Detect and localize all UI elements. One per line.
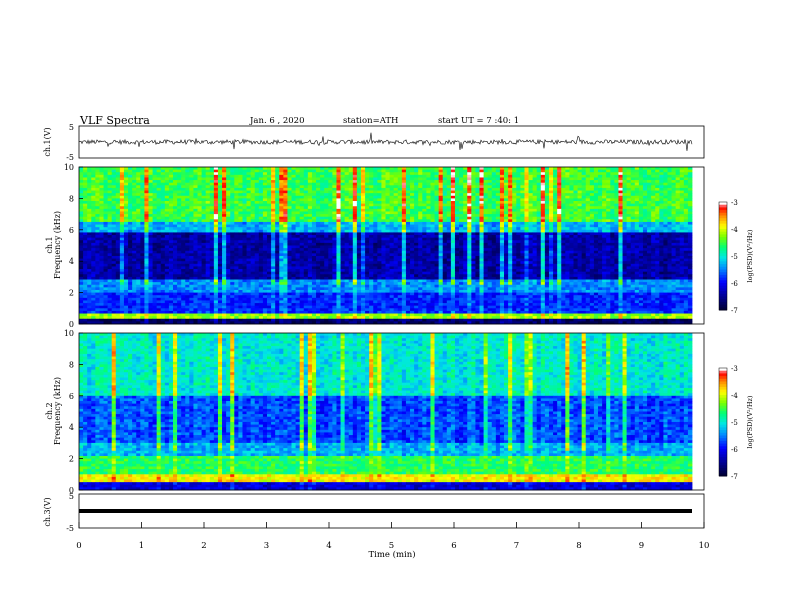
ch1-spec-ytick-2: 4 (69, 257, 74, 266)
x-tick-label-4: 4 (326, 541, 331, 551)
ch1-colorbar-tick-2: -5 (731, 253, 738, 261)
x-tick-label-6: 6 (451, 541, 456, 551)
start-ut-label: start UT = 7 :40: 1 (438, 116, 519, 126)
ch1-waveform-line (78, 132, 693, 151)
ch2-spec-ytick-1: 2 (69, 455, 74, 464)
ch1-colorbar-tick-0: -3 (731, 199, 738, 207)
ch1-colorbar: -3 -4 -5 -6 -7 log(PSD)(V²/Hz) (718, 199, 754, 315)
ch1-spectrogram-panel: 0 2 4 6 8 10 ch.1 Frequency (kHz) (45, 163, 705, 329)
ch1-spec-ytick-4: 8 (69, 194, 74, 203)
ch2-spec-ytick-4: 8 (69, 360, 74, 369)
ch2-colorbar-tick-0: -3 (731, 365, 738, 373)
station-label: station=ATH (343, 116, 398, 126)
ch1-ylabel: ch.1(V) (43, 127, 52, 156)
ch1-spec-ytick-1: 2 (69, 289, 74, 298)
ch2-spectrogram-panel: 0 2 4 6 8 10 ch.2 Frequency (kHz) (45, 329, 705, 495)
x-tick-label-2: 2 (201, 541, 206, 551)
ch3-waveform-panel: 5 -5 ch.3(V) (43, 492, 705, 533)
ch2-spec-ytick-5: 10 (64, 329, 74, 338)
ch1-spectrogram-frame (78, 166, 705, 325)
date-label: Jan. 6 , 2020 (249, 116, 305, 126)
ch1-spec-ytick-3: 6 (69, 226, 74, 235)
ch2-colorbar-tick-4: -7 (731, 473, 738, 481)
ch3-ylabel: ch.3(V) (43, 497, 52, 526)
ch1-waveform-frame (78, 125, 705, 159)
ch2-spectrogram-image (79, 333, 693, 491)
ch2-ylabel-channel: ch.2 (45, 402, 54, 419)
ch1-waveform-panel: 5 -5 ch.1(V) (43, 123, 705, 162)
x-tick-label-1: 1 (139, 541, 144, 551)
ch3-ytick-top: 5 (69, 492, 74, 501)
ch2-spec-ytick-3: 6 (69, 392, 74, 401)
ch1-colorbar-tick-4: -7 (731, 307, 738, 315)
ch1-colorbar-tick-3: -6 (731, 280, 738, 288)
ch1-spec-ytick-0: 0 (69, 320, 74, 329)
ch1-ytick-top: 5 (69, 123, 74, 132)
ch2-colorbar-label: log(PSD)(V²/Hz) (746, 395, 754, 448)
ch2-spec-ytick-0: 0 (69, 486, 74, 495)
ch2-ylabel-frequency: Frequency (kHz) (53, 377, 62, 445)
ch1-ylabel-channel: ch.1 (45, 236, 54, 253)
x-tick-label-9: 9 (639, 541, 644, 551)
ch1-spectrogram-image (79, 167, 693, 325)
ch1-colorbar-tick-1: -4 (731, 226, 738, 234)
x-tick-label-0: 0 (76, 541, 81, 551)
x-axis: 0 1 2 3 4 5 6 7 8 9 10 (76, 522, 709, 551)
x-tick-label-5: 5 (389, 541, 394, 551)
ch2-spec-ytick-2: 4 (69, 423, 74, 432)
x-axis-label: Time (min) (368, 549, 415, 560)
ch1-ylabel-frequency: Frequency (kHz) (53, 211, 62, 279)
ch2-spectrogram-frame (78, 332, 705, 491)
ch2-colorbar-tick-2: -5 (731, 419, 738, 427)
x-tick-label-3: 3 (264, 541, 269, 551)
ch1-colorbar-label: log(PSD)(V²/Hz) (746, 229, 754, 282)
x-tick-label-8: 8 (576, 541, 581, 551)
ch2-colorbar-tick-3: -6 (731, 446, 738, 454)
x-tick-label-10: 10 (699, 541, 710, 551)
ch2-colorbar: -3 -4 -5 -6 -7 log(PSD)(V²/Hz) (718, 365, 754, 481)
ch2-colorbar-tick-1: -4 (731, 392, 738, 400)
x-tick-label-7: 7 (514, 541, 519, 551)
figure-title: VLF Spectra (79, 114, 150, 127)
ch3-ytick-bottom: -5 (66, 524, 74, 533)
ch1-spec-ytick-5: 10 (64, 163, 74, 172)
ch1-ytick-bottom: -5 (66, 153, 74, 162)
